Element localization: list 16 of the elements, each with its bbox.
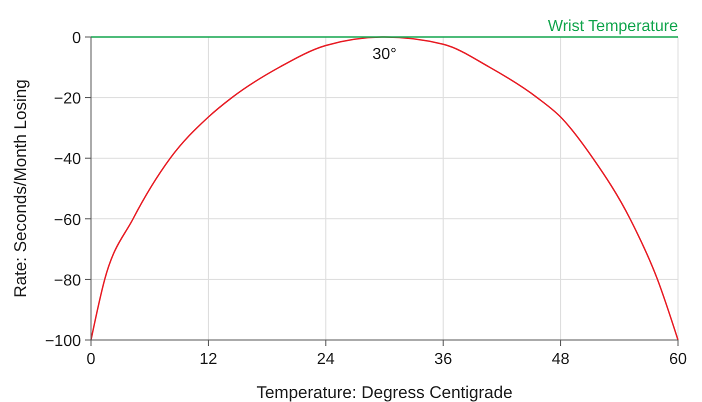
y-axis-title: Rate: Seconds/Month Losing bbox=[11, 79, 30, 298]
x-axis-title: Temperature: Degress Centigrade bbox=[256, 383, 513, 402]
x-tick-label: 24 bbox=[316, 351, 335, 368]
x-tick-label: 12 bbox=[200, 351, 218, 368]
y-tick-label: −80 bbox=[54, 272, 82, 290]
y-tick-label: 0 bbox=[72, 30, 82, 47]
x-tick-label: 48 bbox=[552, 351, 570, 368]
x-tick-label: 0 bbox=[86, 351, 96, 368]
y-tick-label: −40 bbox=[54, 151, 82, 168]
y-tick-label: −100 bbox=[44, 333, 82, 350]
y-tick-label: −20 bbox=[54, 90, 82, 108]
x-tick-label: 36 bbox=[434, 351, 452, 368]
annotation: 30° bbox=[372, 46, 397, 63]
y-tick-label: −60 bbox=[54, 212, 82, 229]
x-tick-label: 60 bbox=[669, 351, 687, 368]
ref-line-label: Wrist Temperature bbox=[548, 18, 678, 35]
